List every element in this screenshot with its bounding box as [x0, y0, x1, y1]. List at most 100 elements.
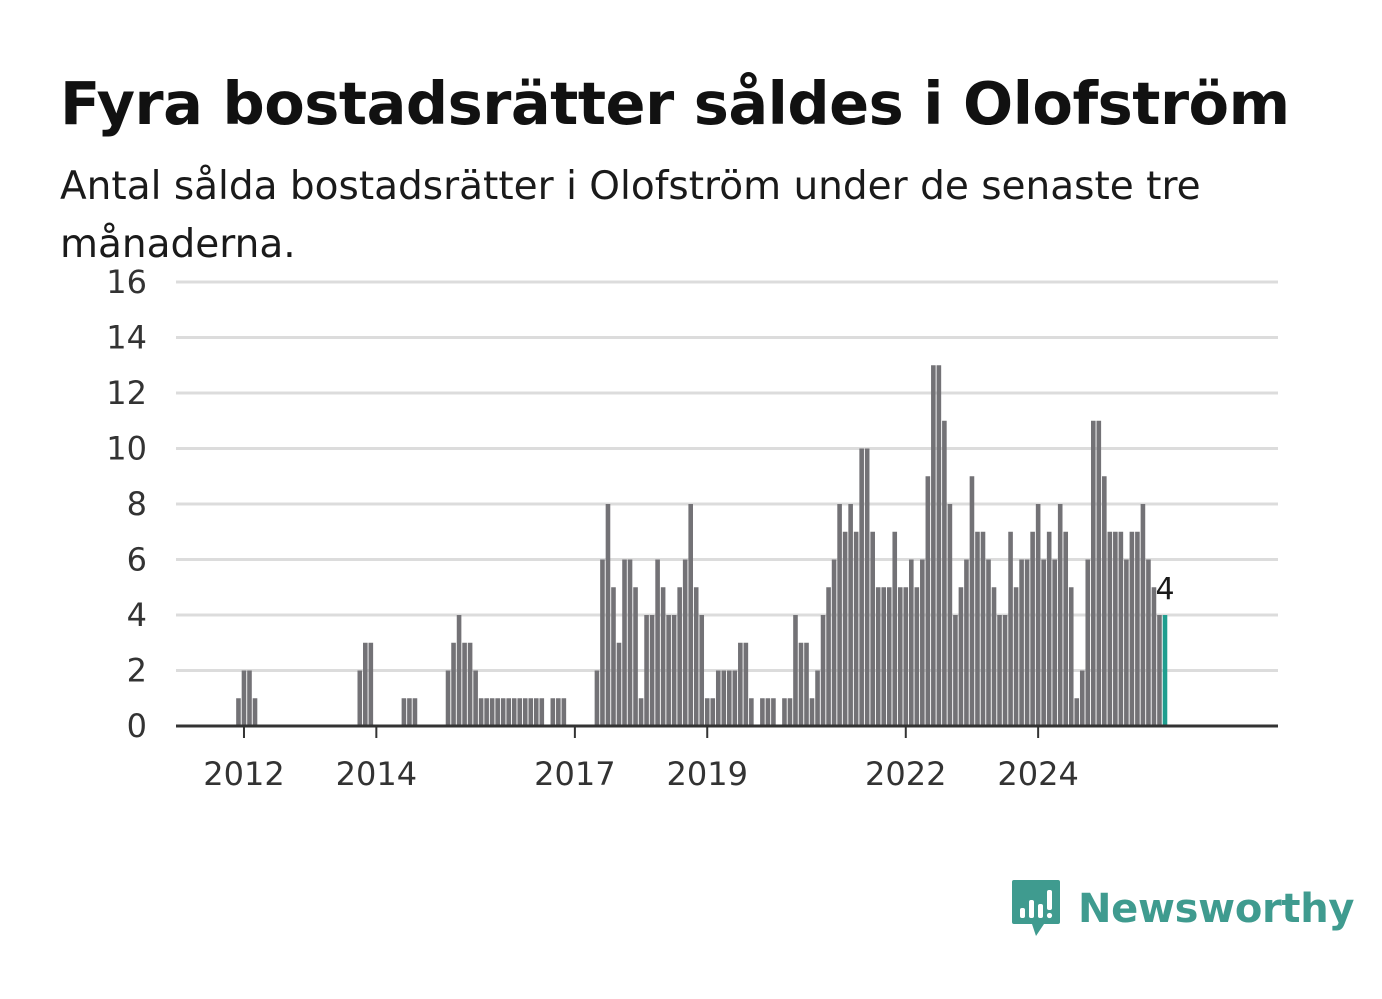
bar [1090, 420, 1096, 726]
x-tick-label: 2022 [865, 755, 946, 793]
bar [749, 698, 754, 726]
bar [688, 504, 693, 726]
bar [958, 587, 964, 726]
page-title: Fyra bostadsrätter såldes i Olofström [60, 69, 1290, 138]
bar [407, 698, 412, 726]
bar [837, 504, 842, 726]
bar [495, 698, 500, 726]
bar [511, 698, 517, 726]
bar [920, 559, 925, 726]
bar [506, 698, 511, 726]
bar [473, 670, 478, 726]
bar [616, 642, 622, 726]
y-tick-label: 6 [127, 541, 147, 579]
y-axis: 0 2 4 6 8 10 12 14 16 [106, 263, 147, 745]
bar [611, 587, 616, 726]
bar [881, 587, 887, 726]
bar [1052, 559, 1057, 726]
bar [875, 587, 881, 726]
bar [980, 531, 986, 726]
x-tick-label: 2014 [336, 755, 417, 793]
bar [682, 559, 688, 726]
bar [489, 698, 495, 726]
bar [1157, 615, 1162, 726]
bar [831, 559, 837, 726]
bar [931, 365, 936, 726]
bar [715, 670, 721, 726]
bar [561, 698, 567, 726]
bar [1096, 420, 1102, 726]
bar [517, 698, 523, 726]
page-subtitle: Antal sålda bostadsrätter i Olofström un… [60, 164, 1201, 267]
bar [914, 587, 920, 726]
bar [870, 531, 875, 726]
bar [1129, 531, 1135, 726]
bar [660, 587, 666, 726]
bar [809, 698, 815, 726]
bar [1030, 531, 1035, 726]
bar [815, 670, 820, 726]
bar [969, 476, 975, 726]
bar [594, 670, 600, 726]
bar [897, 587, 903, 726]
bar [1041, 559, 1046, 726]
bar [793, 615, 798, 726]
y-gridlines [176, 280, 1278, 672]
bar [1135, 531, 1140, 726]
bar [732, 670, 738, 726]
bar [644, 615, 649, 726]
bar [478, 698, 484, 726]
bar [699, 615, 705, 726]
bar [787, 698, 793, 726]
bar-labels: 4 [1155, 572, 1174, 607]
bar [1013, 587, 1019, 726]
bar [997, 615, 1002, 726]
bar [401, 698, 407, 726]
bar [412, 698, 418, 726]
bar [533, 698, 539, 726]
bar [1024, 559, 1030, 726]
bar [1118, 531, 1124, 726]
bar [1068, 587, 1074, 726]
x-tick-label: 2017 [534, 755, 615, 793]
bar [842, 531, 848, 726]
bar [247, 670, 252, 726]
bar [1008, 531, 1013, 726]
bar [782, 698, 787, 726]
bar [522, 698, 528, 726]
bar [975, 531, 980, 726]
bar-highlighted [1162, 615, 1168, 726]
x-tick-label: 2019 [667, 755, 748, 793]
y-tick-label: 12 [106, 374, 147, 412]
bar [1113, 531, 1118, 726]
bar [986, 559, 991, 726]
bar [1002, 615, 1008, 726]
bar [804, 642, 809, 726]
bar [528, 698, 534, 726]
bar [953, 615, 958, 726]
bar [925, 476, 931, 726]
bar [627, 559, 633, 726]
bar [1140, 504, 1146, 726]
bar [1035, 504, 1041, 726]
bar [467, 642, 473, 726]
bar [848, 504, 853, 726]
bar [1151, 587, 1157, 726]
bar [765, 698, 771, 726]
bar [1079, 670, 1085, 726]
bar [936, 365, 942, 726]
bar [241, 670, 247, 726]
bar [462, 642, 467, 726]
bar [600, 559, 605, 726]
x-tick-label: 2012 [203, 755, 284, 793]
bars [236, 365, 1168, 726]
bar [947, 504, 953, 726]
bar [1019, 559, 1024, 726]
bar [826, 587, 831, 726]
bar [1124, 559, 1129, 726]
bar [693, 587, 699, 726]
bar [1046, 531, 1052, 726]
bar [721, 670, 727, 726]
highlight-value-label: 4 [1155, 572, 1174, 607]
